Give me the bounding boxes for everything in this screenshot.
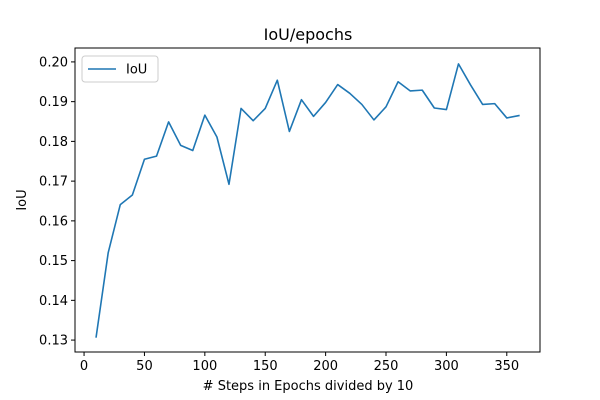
y-tick-label: 0.16	[39, 214, 68, 229]
y-tick-label: 0.14	[39, 294, 68, 309]
x-tick-label: 150	[253, 359, 278, 374]
x-tick-label: 0	[80, 359, 88, 374]
x-tick-label: 250	[374, 359, 399, 374]
y-tick-label: 0.20	[39, 55, 68, 70]
chart-title: IoU/epochs	[264, 25, 353, 44]
legend-label: IoU	[126, 63, 147, 78]
x-tick-label: 50	[136, 359, 153, 374]
y-tick-label: 0.17	[39, 175, 68, 190]
x-tick-label: 300	[434, 359, 459, 374]
series-line-0	[95, 63, 520, 338]
x-tick-label: 350	[494, 359, 519, 374]
y-tick-label: 0.18	[39, 135, 68, 150]
plot-frame	[74, 47, 541, 353]
y-tick-label: 0.15	[39, 254, 68, 269]
y-axis-label: IoU	[15, 189, 30, 210]
x-tick-label: 100	[192, 359, 217, 374]
x-tick-label: 200	[313, 359, 338, 374]
y-tick-label: 0.13	[39, 334, 68, 349]
legend-box	[81, 55, 159, 83]
x-axis-label: # Steps in Epochs divided by 10	[203, 379, 414, 394]
y-tick-label: 0.19	[39, 95, 68, 110]
